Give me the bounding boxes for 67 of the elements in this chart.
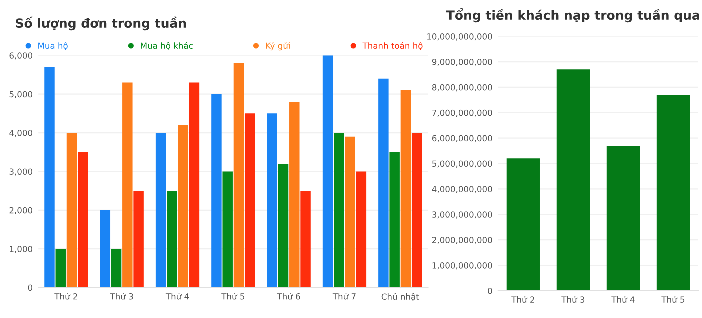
bar	[400, 90, 412, 288]
x-tick-label: Thứ 2	[512, 296, 534, 303]
y-tick-label: 9,000,000,000	[432, 58, 492, 66]
y-tick-label: 5,000,000,000	[432, 160, 492, 168]
bar	[606, 146, 640, 291]
bar	[234, 63, 244, 288]
bar	[178, 125, 188, 288]
y-tick-label: 10,000,000,000	[428, 34, 492, 41]
bar	[300, 191, 311, 288]
bar	[356, 172, 367, 288]
bar	[122, 82, 133, 288]
y-tick-label: 2,000	[10, 207, 32, 215]
bar	[244, 114, 256, 288]
bar	[111, 249, 122, 288]
y-tick-label: 3,000,000,000	[432, 212, 492, 219]
chart-title: Tổng tiền khách nạp trong tuần qua	[446, 8, 700, 23]
bar	[556, 70, 590, 291]
bar	[390, 152, 400, 288]
x-tick-label: Thứ 4	[166, 293, 190, 300]
bar	[656, 95, 690, 291]
x-tick-label: Thứ 2	[54, 293, 78, 300]
chart-title: Số lượng đơn trong tuần	[16, 16, 186, 31]
y-tick-label: 6,000	[10, 52, 32, 60]
legend-label: Mua hộ khác	[141, 42, 193, 50]
y-tick-label: 1,000,000,000	[432, 262, 492, 270]
bar	[278, 164, 289, 288]
bar	[378, 78, 389, 288]
y-tick-label: 6,000,000,000	[432, 135, 492, 142]
legend-label: Mua hộ	[38, 42, 68, 50]
y-tick-label: 1,000	[10, 246, 32, 254]
bar	[334, 133, 344, 288]
y-tick-label: 0	[488, 288, 492, 294]
bar	[156, 133, 166, 288]
y-tick-label: 5,000	[10, 91, 32, 98]
bar	[267, 114, 278, 288]
bar	[189, 82, 200, 288]
bar	[134, 191, 144, 288]
y-tick-label: 2,000,000,000	[432, 237, 492, 244]
legend-label: Ký gửi	[266, 42, 290, 51]
y-tick-label: 4,000,000,000	[432, 186, 492, 194]
y-tick-label: 8,000,000,000	[432, 84, 492, 92]
bar	[44, 67, 55, 288]
x-tick-label: Thứ 3	[562, 296, 585, 303]
x-tick-label: Thứ 7	[332, 293, 356, 300]
x-tick-label: Thứ 3	[110, 293, 134, 300]
y-tick-label: 3,000	[10, 168, 32, 176]
x-tick-label: Thứ 4	[612, 296, 635, 303]
bar	[100, 210, 111, 288]
bar	[345, 136, 356, 288]
bar	[167, 191, 178, 288]
legend-label: Thanh toán hộ	[362, 42, 423, 50]
x-tick-label: Chủ nhật	[382, 293, 420, 302]
bar	[66, 133, 78, 288]
y-tick-label: 7,000,000,000	[432, 110, 492, 118]
bar	[290, 102, 300, 288]
x-tick-label: Thứ 5	[222, 293, 244, 300]
bar	[506, 158, 540, 291]
bar	[78, 152, 88, 288]
y-tick-label: 4,000	[10, 130, 32, 138]
x-tick-label: Thứ 6	[277, 293, 300, 300]
bar	[222, 172, 233, 288]
bar	[322, 56, 334, 288]
bar	[412, 133, 422, 288]
bar	[56, 249, 66, 288]
bar	[212, 94, 222, 288]
x-tick-label: Thứ 5	[662, 296, 685, 303]
y-tick-label: 0	[28, 284, 32, 292]
